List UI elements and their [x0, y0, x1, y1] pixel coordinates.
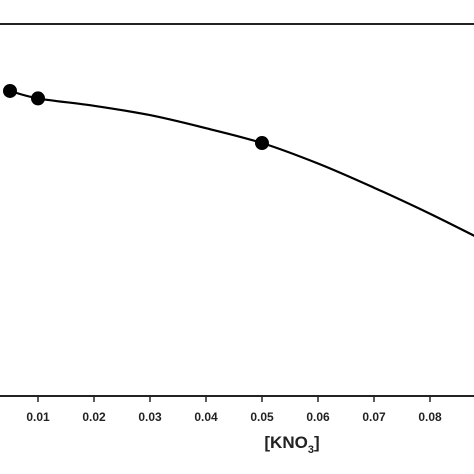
data-point [255, 136, 269, 151]
x-tick-label: 0.03 [138, 410, 162, 424]
x-tick-label: 0.02 [82, 410, 106, 424]
x-axis-label-subscript: 3 [308, 444, 314, 456]
series-line [9, 89, 474, 237]
data-points [3, 83, 269, 151]
x-tick-label: 0.05 [250, 410, 274, 424]
x-axis-label-suffix: ] [314, 433, 320, 452]
data-point [3, 83, 17, 98]
x-tick-label: 0.08 [418, 410, 442, 424]
x-tick-label: 0.04 [194, 410, 218, 424]
data-point [31, 91, 45, 106]
x-tick-label: 0.06 [306, 410, 330, 424]
x-axis-label: [KNO3] [264, 433, 319, 456]
x-axis-label-prefix: [KNO [264, 433, 307, 452]
x-tick-label: 0.01 [26, 410, 50, 424]
x-ticks: 0.01 0.02 0.03 0.04 0.05 0.06 0.07 0.08 [26, 396, 442, 424]
x-tick-label: 0.07 [362, 410, 386, 424]
